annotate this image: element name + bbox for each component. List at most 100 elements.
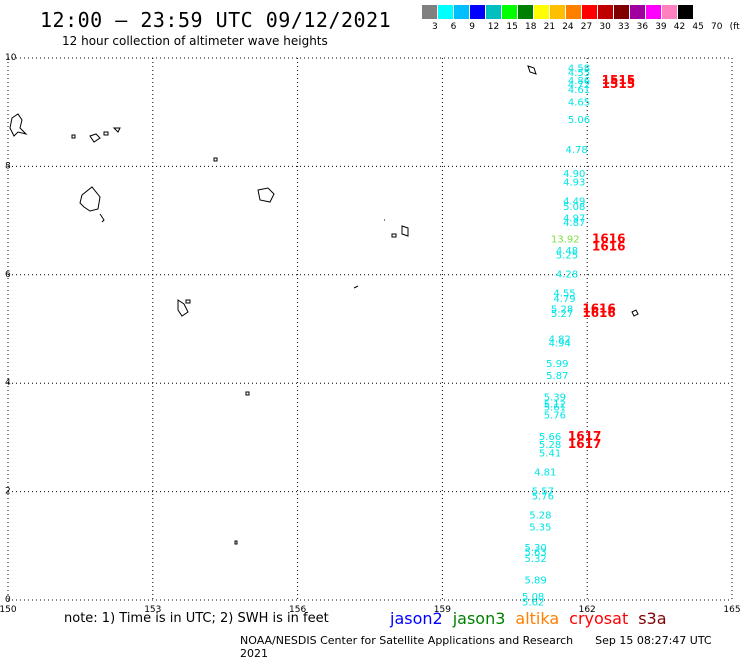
wave-height-label: 5.66 [539,432,561,443]
wave-height-label: 4.72 [568,80,590,91]
wave-height-label: 5.62 [522,597,544,608]
lat-tick-label: 0 [5,595,11,605]
wave-height-label: 5.35 [529,523,551,534]
island-outline [245,391,250,396]
legend-label: (ft) [729,22,740,32]
island-outline [257,187,275,203]
legend-swatch [662,5,678,19]
legend-label: 33 [618,22,630,32]
wave-height-label: 4.58 [568,64,590,75]
footer-credit: NOAA/NESDIS Center for Satellite Applica… [240,634,574,647]
lat-tick-label: 2 [5,487,11,497]
legend-swatch [630,5,646,19]
lat-tick-label: 6 [5,270,11,280]
wave-height-label: 4.65 [568,98,590,109]
wave-height-label: 5.06 [568,115,590,126]
legend-swatch [598,5,614,19]
legend-label: 3 [432,22,438,32]
units-note: note: 1) Time is in UTC; 2) SWH is in fe… [64,611,329,626]
lat-tick-label: 8 [5,161,11,171]
footer: NOAA/NESDIS Center for Satellite Applica… [240,634,740,660]
island-outline [9,113,28,137]
legend-label: 6 [450,22,457,32]
legend-label: 21 [543,22,556,32]
satellite-s3a: s3a [638,609,667,628]
legend-swatch [646,5,662,19]
lon-tick-label: 150 [0,605,17,615]
wave-height-label: 5.28 [551,305,573,316]
satellite-cryosat: cryosat [569,609,629,628]
legend-swatch [582,5,598,19]
legend-swatch [534,5,550,19]
wave-height-label: 4.90 [563,169,585,180]
wave-height-label: 5.32 [524,554,546,565]
pass-time-label: 1616 [592,239,625,253]
island-outlines [9,65,639,545]
wave-height-label: 4.55 [553,288,575,299]
lon-tick-label: 162 [579,605,596,615]
wave-height-observations: 4.584.554.864.724.614.655.064.784.904.93… [522,64,635,609]
lat-tick-label: 10 [5,53,17,63]
legend-label: 39 [655,22,667,32]
legend-label: 36 [636,22,649,32]
map-grid [7,57,733,601]
page-subtitle: 12 hour collection of altimeter wave hei… [62,34,328,48]
wave-height-label: 4.78 [565,145,587,156]
wave-height-label: 5.63 [524,548,546,559]
satellite-legend: jason2 jason3 altika cryosat s3a [390,609,677,628]
wave-height-label: 5.76 [532,492,554,503]
wave-height-label: 4.94 [549,338,571,349]
legend-label: 18 [525,22,537,32]
wave-height-label: 5.61 [544,402,566,413]
legend-label: 30 [599,22,611,32]
legend-label: 24 [562,22,574,32]
page-title: 12:00 – 23:59 UTC 09/12/2021 [40,8,392,32]
island-outline [353,285,359,289]
wave-height-label: 5.87 [546,371,568,382]
island-outline [384,219,409,238]
island-outline [79,186,105,223]
lat-tick-label: 4 [5,378,11,388]
wave-height-label: 4.79 [553,294,575,305]
legend-swatch [678,5,694,19]
legend-label: 42 [673,22,686,32]
wave-height-label: 4.97 [563,214,585,225]
island-outline [71,134,76,139]
island-outline [631,309,639,317]
wave-height-label: 13.92 [551,234,580,245]
lon-tick-label: 156 [289,605,306,615]
legend-swatch [454,5,470,19]
legend-swatch [566,5,582,19]
island-outline [527,65,537,75]
wave-height-label: 4.61 [568,85,590,96]
legend-swatch [614,5,630,19]
legend-label: 70 [711,22,723,32]
color-legend [422,5,694,19]
legend-label: 45 [692,22,704,32]
legend-swatch [470,5,486,19]
wave-height-label: 4.28 [556,270,578,281]
wave-height-label: 4.81 [534,467,556,478]
wave-height-label: 5.89 [524,576,546,587]
satellite-jason3: jason3 [452,609,506,628]
pass-time-label: 1616 [582,306,615,320]
island-outline [213,157,218,162]
wave-height-label: 4.82 [549,335,571,346]
wave-height-label: 5.30 [524,543,546,554]
wave-height-label: 5.28 [539,440,561,451]
island-outline [89,127,121,143]
legend-label: 27 [580,22,593,32]
axis-tick-labels: 150 153 156 159 162 165 10 8 6 4 2 0 [0,53,740,615]
legend-swatch [518,5,534,19]
wave-height-label: 5.28 [529,511,551,522]
pass-time-label: 1616 [582,302,615,316]
wave-height-label: 5.08 [522,592,544,603]
wave-height-label: 5.41 [539,448,561,459]
wave-height-label: 4.93 [563,177,585,188]
pass-time-label: 1617 [568,429,601,443]
legend-swatch [486,5,502,19]
legend-swatch [422,5,438,19]
wave-height-label: 5.76 [544,410,566,421]
legend-swatch [550,5,566,19]
